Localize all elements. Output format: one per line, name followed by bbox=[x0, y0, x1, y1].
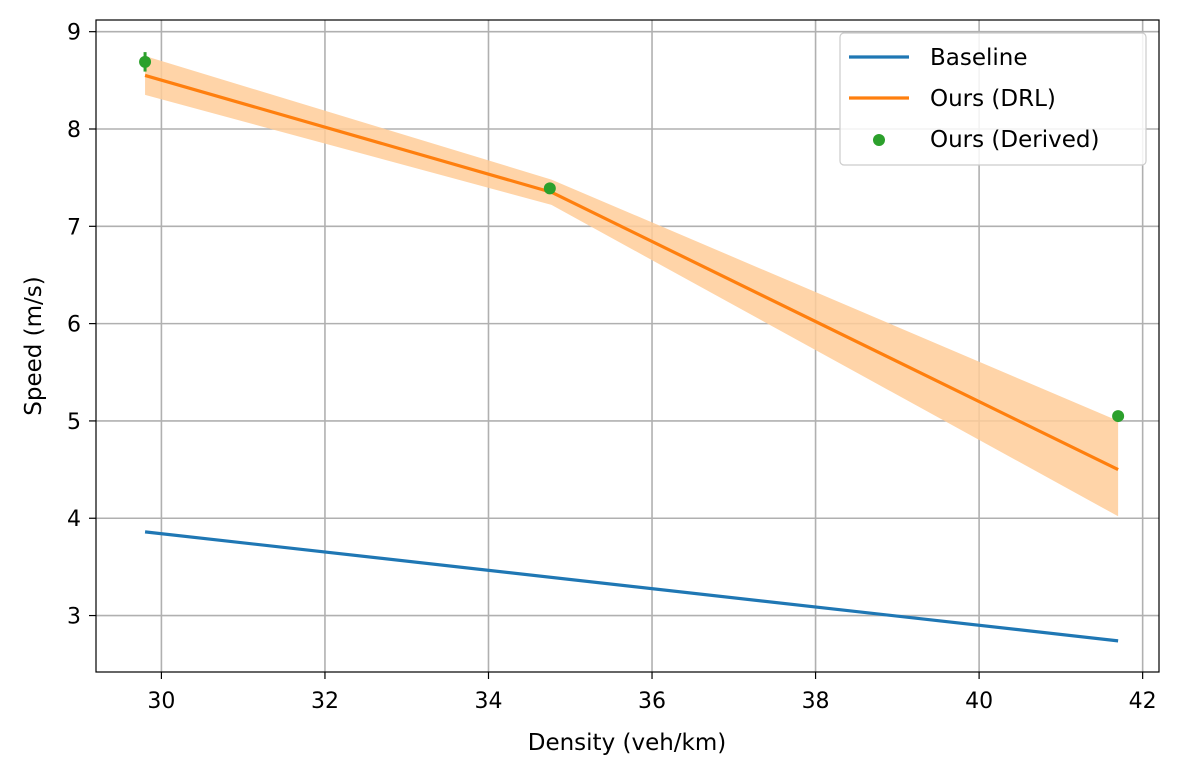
plot-area bbox=[139, 52, 1125, 643]
x-axis-title: Density (veh/km) bbox=[528, 730, 727, 756]
data-point bbox=[543, 182, 556, 195]
x-tick-label: 40 bbox=[965, 689, 993, 714]
y-tick-label: 6 bbox=[67, 313, 81, 338]
y-tick-label: 8 bbox=[67, 118, 81, 143]
legend: Baseline Ours (DRL) Ours (Derived) bbox=[839, 32, 1147, 166]
x-tick-label: 42 bbox=[1129, 689, 1157, 714]
legend-swatch bbox=[873, 134, 885, 146]
y-tick-label: 3 bbox=[67, 605, 81, 630]
x-tick-label: 30 bbox=[147, 689, 175, 714]
series-line bbox=[144, 530, 1119, 643]
legend-label: Ours (Derived) bbox=[930, 127, 1099, 153]
y-tick-label: 7 bbox=[67, 215, 81, 240]
legend-label: Baseline bbox=[930, 45, 1028, 71]
legend-frame bbox=[839, 32, 1147, 166]
data-point bbox=[1112, 410, 1125, 423]
x-tick-label: 36 bbox=[638, 689, 666, 714]
y-tick-label: 5 bbox=[67, 410, 81, 435]
y-tick-label: 9 bbox=[67, 21, 81, 46]
legend-label: Ours (DRL) bbox=[930, 86, 1056, 112]
data-point bbox=[139, 55, 152, 68]
x-tick-label: 32 bbox=[311, 689, 339, 714]
x-tick-label: 38 bbox=[802, 689, 830, 714]
y-tick-label: 4 bbox=[67, 507, 81, 532]
axes-frame bbox=[95, 19, 1160, 673]
x-tick-label: 34 bbox=[474, 689, 502, 714]
y-axis-title: Speed (m/s) bbox=[21, 276, 47, 416]
